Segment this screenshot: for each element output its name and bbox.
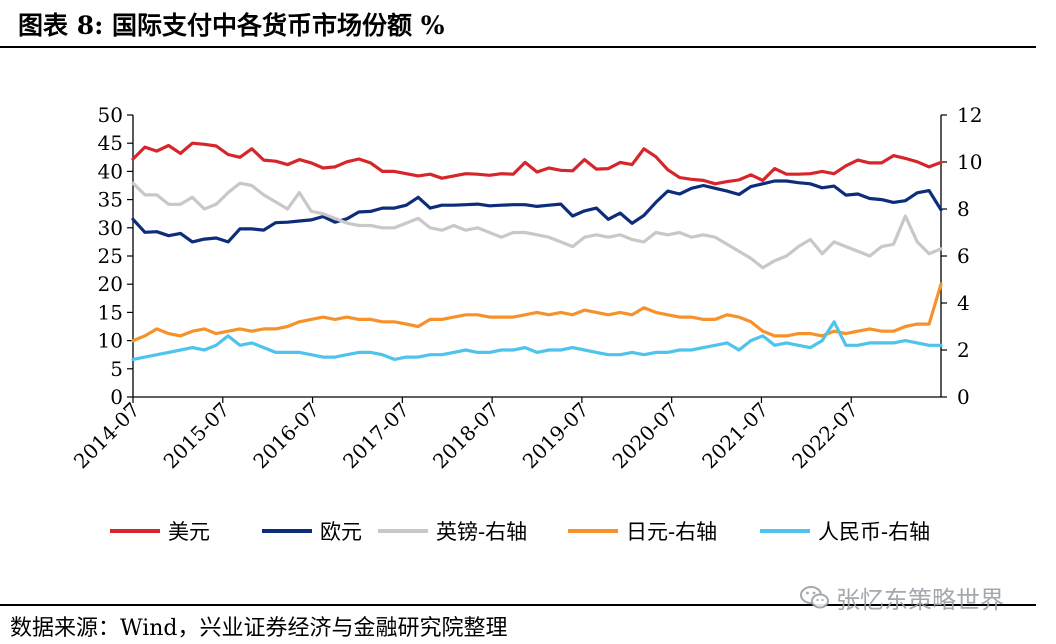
series-line-3: [131, 282, 943, 343]
line-chart: 0 5 10 15 20 25 30 35 40 45 50 0 2 4 6 8 10 12 2014-07 2015…: [69, 103, 983, 544]
left-tick-label: 45: [98, 131, 123, 155]
watermark-text: 张忆东策略世界: [836, 586, 1004, 614]
series-line-0: [131, 141, 943, 186]
left-tick-label: 10: [98, 329, 123, 353]
left-tick-label: 20: [98, 272, 123, 296]
x-tick-label: 2017-07: [338, 398, 414, 474]
tick-labels: 0 5 10 15 20 25 30 35 40 45 50 0 2 4 6 8 10 12 2014-07 2015…: [69, 103, 983, 473]
legend-label: 人民币-右轴: [818, 520, 930, 544]
series-line-2: [131, 181, 943, 270]
right-tick-label: 4: [957, 291, 970, 315]
source-note: 数据来源：Wind，兴业证券经济与金融研究院整理: [10, 616, 508, 641]
legend-label: 日元-右轴: [626, 520, 717, 544]
x-tick-label: 2019-07: [518, 398, 594, 474]
left-tick-label: 30: [98, 216, 123, 240]
legend-label: 英镑-右轴: [436, 520, 527, 544]
x-tick-label: 2016-07: [248, 398, 324, 474]
series-line-1: [131, 179, 943, 244]
x-tick-label: 2015-07: [159, 398, 235, 474]
x-tick-label: 2022-07: [787, 398, 863, 474]
left-tick-label: 15: [98, 300, 123, 324]
chart-axes: [127, 114, 947, 403]
legend-label: 美元: [168, 520, 210, 544]
watermark: 张忆东策略世界: [800, 580, 1004, 615]
left-tick-label: 0: [110, 385, 123, 409]
x-tick-label: 2020-07: [607, 398, 683, 474]
right-tick-label: 10: [957, 150, 982, 174]
right-tick-label: 8: [957, 197, 970, 221]
footer-divider: [0, 604, 1036, 606]
left-tick-label: 25: [98, 244, 123, 268]
x-tick-label: 2021-07: [697, 398, 773, 474]
left-tick-label: 5: [110, 357, 123, 381]
right-tick-label: 12: [957, 103, 982, 127]
right-tick-label: 6: [957, 244, 970, 268]
x-tick-label: 2014-07: [69, 398, 145, 474]
series-lines: [131, 141, 943, 361]
legend-label: 欧元: [320, 520, 362, 544]
wechat-logo-icon: [800, 585, 829, 608]
right-tick-label: 2: [957, 338, 970, 362]
series-line-4: [131, 320, 943, 361]
right-tick-label: 0: [957, 385, 970, 409]
legend: 美元 欧元 英镑-右轴 日元-右轴 人民币-右轴: [110, 520, 930, 544]
x-tick-label: 2018-07: [428, 398, 504, 474]
left-tick-label: 35: [98, 188, 123, 212]
left-tick-label: 50: [98, 103, 123, 127]
left-tick-label: 40: [98, 159, 123, 183]
chart-title: 图表 8: 国际支付中各货币市场份额 %: [18, 11, 445, 40]
title-divider: [0, 46, 1036, 48]
